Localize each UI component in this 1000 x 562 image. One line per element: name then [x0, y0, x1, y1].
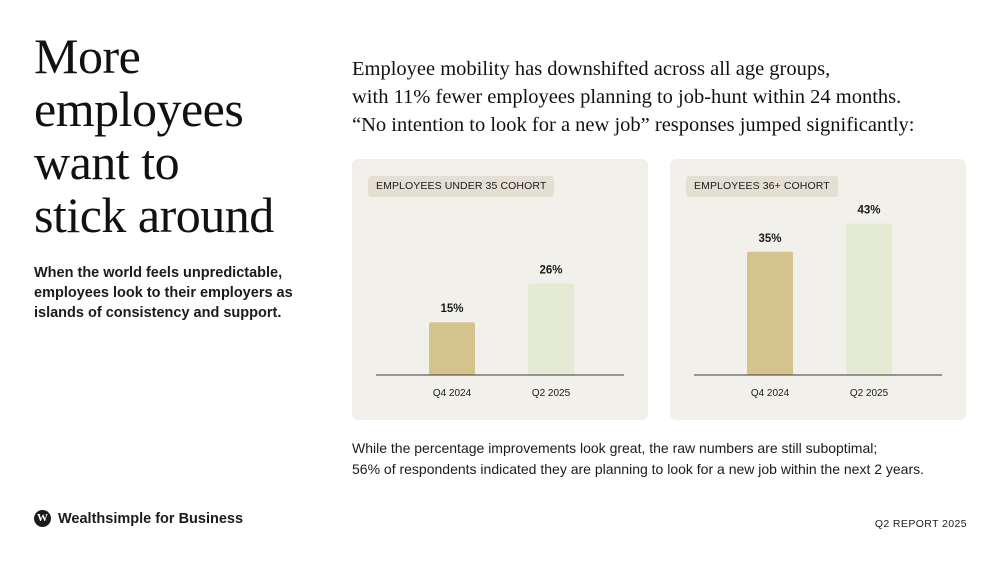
data-label: 15% — [440, 303, 463, 315]
cohort-badge: EMPLOYEES UNDER 35 COHORT — [368, 176, 555, 197]
bar — [747, 251, 793, 375]
intro-line: Employee mobility has downshifted across… — [352, 58, 831, 80]
footnote-line: While the percentage improvements look g… — [352, 440, 878, 456]
x-tick-label: Q2 2025 — [532, 388, 571, 399]
x-tick-label: Q2 2025 — [850, 388, 889, 399]
headline-line: employees — [34, 81, 244, 137]
headline-line: stick around — [34, 187, 274, 243]
subtext-line: When the world feels unpredictable, — [34, 265, 283, 281]
wealthsimple-logo-icon: W — [34, 510, 51, 527]
footnote: While the percentage improvements look g… — [352, 438, 992, 480]
report-label: Q2 REPORT 2025 — [874, 518, 967, 530]
subtext-line: islands of consistency and support. — [34, 305, 282, 321]
headline-line: More — [34, 28, 141, 84]
data-label: 26% — [539, 264, 562, 276]
x-tick-label: Q4 2024 — [433, 388, 472, 399]
headline-line: want to — [34, 134, 180, 190]
bar-chart-under-35: 15% Q4 2024 26% Q2 2025 — [376, 264, 624, 399]
cohort-badge: EMPLOYEES 36+ COHORT — [686, 176, 838, 197]
bar-chart-36-plus: 35% Q4 2024 43% Q2 2025 — [694, 205, 942, 399]
bar — [429, 322, 475, 375]
data-label: 35% — [758, 233, 781, 245]
intro-paragraph: Employee mobility has downshifted across… — [352, 55, 982, 139]
brand-name: Wealthsimple for Business — [58, 510, 244, 527]
brand: W Wealthsimple for Business — [34, 510, 243, 527]
x-tick-label: Q4 2024 — [751, 388, 790, 399]
data-label: 43% — [857, 205, 880, 217]
intro-line: “No intention to look for a new job” res… — [352, 114, 915, 136]
subtext-line: employees look to their employers as — [34, 285, 293, 301]
chart-panel-under-35: EMPLOYEES UNDER 35 COHORT 15% Q4 2024 26% Q… — [352, 159, 648, 420]
headline: More employees want to stick around — [34, 30, 334, 242]
subtext: When the world feels unpredictable, empl… — [34, 263, 334, 323]
bar — [846, 223, 892, 375]
chart-panel-36-plus: EMPLOYEES 36+ COHORT 35% Q4 2024 43% Q2 202… — [670, 159, 966, 420]
bar — [528, 283, 574, 375]
intro-line: with 11% fewer employees planning to job… — [352, 86, 902, 108]
footnote-line: 56% of respondents indicated they are pl… — [352, 461, 925, 477]
